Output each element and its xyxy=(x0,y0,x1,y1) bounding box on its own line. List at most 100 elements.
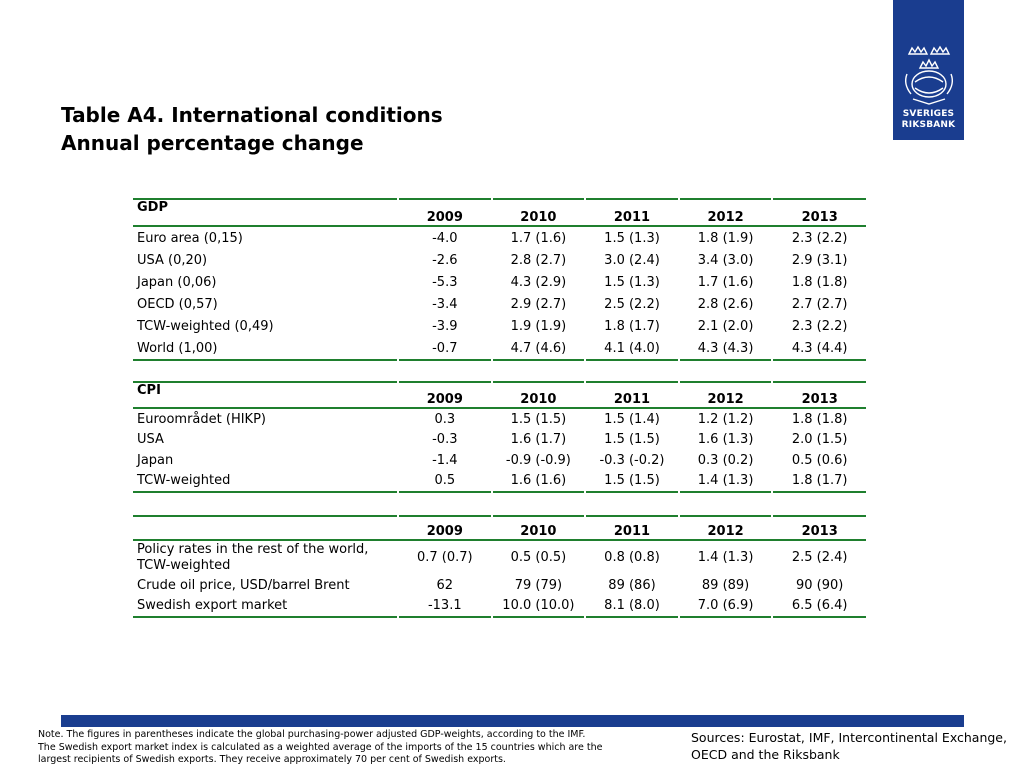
other-indicators-table: 2009 2010 2011 2012 2013 Policy rates in… xyxy=(133,515,866,618)
table-cell: 0.5 xyxy=(397,470,492,492)
table-cell: 1.8 (1.9) xyxy=(677,226,773,249)
table-cell: 6.5 (6.4) xyxy=(771,595,866,617)
table-cell: 10.0 (10.0) xyxy=(490,595,586,617)
table-cell: 1.5 (1.4) xyxy=(584,408,679,430)
title-line-2: Annual percentage change xyxy=(61,131,364,155)
table-cell: 0.5 (0.6) xyxy=(771,450,866,471)
table-cell: 79 (79) xyxy=(490,575,586,596)
page-title: Table A4. International conditions Annua… xyxy=(61,101,443,157)
row-label: Euro area (0,15) xyxy=(137,230,243,246)
gdp-year-header: 2011 xyxy=(584,199,679,227)
table-cell: -4.0 xyxy=(397,226,492,249)
table-cell: 4.1 (4.0) xyxy=(584,337,679,360)
table-row: World (1,00) -0.7 4.7 (4.6) 4.1 (4.0) 4.… xyxy=(133,337,866,360)
table-row: OECD (0,57) -3.4 2.9 (2.7) 2.5 (2.2) 2.8… xyxy=(133,293,866,315)
table-cell: 2.8 (2.7) xyxy=(490,249,586,271)
table-cell: 1.5 (1.5) xyxy=(490,408,586,430)
cpi-year-header: 2009 xyxy=(397,382,492,409)
table-cell: 1.9 (1.9) xyxy=(490,315,586,337)
row-label: USA (0,20) xyxy=(137,252,208,268)
row-label: Swedish export market xyxy=(137,598,288,614)
other-year-header: 2012 xyxy=(677,516,773,541)
table-cell: 2.1 (2.0) xyxy=(677,315,773,337)
other-heading xyxy=(133,516,398,541)
table-cell: 1.6 (1.7) xyxy=(490,429,586,450)
cpi-table: CPI 2009 2010 2011 2012 2013 Euroområdet… xyxy=(133,381,866,493)
table-cell: 2.5 (2.4) xyxy=(771,540,866,575)
footer-bar xyxy=(61,715,964,727)
table-cell: 3.0 (2.4) xyxy=(584,249,679,271)
table-row: Euroområdet (HIKP) 0.3 1.5 (1.5) 1.5 (1.… xyxy=(133,408,866,430)
other-year-header: 2010 xyxy=(490,516,586,541)
table-cell: 1.7 (1.6) xyxy=(490,226,586,249)
row-label: Crude oil price, USD/barrel Brent xyxy=(137,577,350,593)
cpi-heading: CPI xyxy=(133,382,398,409)
table-row: Japan (0,06) -5.3 4.3 (2.9) 1.5 (1.3) 1.… xyxy=(133,271,866,293)
gdp-year-header: 2012 xyxy=(677,199,773,227)
table-row: USA -0.3 1.6 (1.7) 1.5 (1.5) 1.6 (1.3) 2… xyxy=(133,429,866,450)
table-cell: 0.7 (0.7) xyxy=(397,540,492,575)
table-cell: 2.3 (2.2) xyxy=(771,226,866,249)
table-cell: 2.9 (2.7) xyxy=(490,293,586,315)
table-cell: -3.9 xyxy=(397,315,492,337)
table-cell: 0.5 (0.5) xyxy=(490,540,586,575)
gdp-year-header: 2013 xyxy=(771,199,866,227)
table-cell: 4.3 (2.9) xyxy=(490,271,586,293)
table-cell: 4.3 (4.3) xyxy=(677,337,773,360)
row-label: TCW-weighted (0,49) xyxy=(137,318,274,334)
table-cell: 8.1 (8.0) xyxy=(584,595,679,617)
table-row: Euro area (0,15) -4.0 1.7 (1.6) 1.5 (1.3… xyxy=(133,226,866,249)
table-cell: -0.3 xyxy=(397,429,492,450)
gdp-year-header: 2010 xyxy=(490,199,586,227)
riksbank-logo: SVERIGES RIKSBANK xyxy=(893,0,964,140)
table-cell: 2.7 (2.7) xyxy=(771,293,866,315)
table-cell: 1.8 (1.8) xyxy=(771,408,866,430)
table-cell: 1.8 (1.7) xyxy=(584,315,679,337)
table-cell: 1.5 (1.3) xyxy=(584,226,679,249)
footnote-line: Note. The figures in parentheses indicat… xyxy=(38,729,586,740)
table-cell: 1.5 (1.5) xyxy=(584,429,679,450)
gdp-heading: GDP xyxy=(133,199,398,227)
logo-text-sveriges: SVERIGES xyxy=(902,109,955,119)
gdp-header-row: GDP 2009 2010 2011 2012 2013 xyxy=(133,199,866,227)
table-cell: 1.8 (1.8) xyxy=(771,271,866,293)
table-cell: 4.7 (4.6) xyxy=(490,337,586,360)
table-cell: 89 (89) xyxy=(677,575,773,596)
row-label: Japan (0,06) xyxy=(137,274,217,290)
table-cell: 0.3 xyxy=(397,408,492,430)
row-label: Euroområdet (HIKP) xyxy=(137,411,266,427)
table-cell: 1.7 (1.6) xyxy=(677,271,773,293)
table-row: Swedish export market -13.1 10.0 (10.0) … xyxy=(133,595,866,617)
table-cell: 2.8 (2.6) xyxy=(677,293,773,315)
table-cell: 1.8 (1.7) xyxy=(771,470,866,492)
sources-line: OECD and the Riksbank xyxy=(691,747,840,762)
table-cell: 2.9 (3.1) xyxy=(771,249,866,271)
table-row: USA (0,20) -2.6 2.8 (2.7) 3.0 (2.4) 3.4 … xyxy=(133,249,866,271)
sources-note: Sources: Eurostat, IMF, Intercontinental… xyxy=(691,729,1021,763)
table-cell: 89 (86) xyxy=(584,575,679,596)
footnote-line: The Swedish export market index is calcu… xyxy=(38,741,603,753)
sources-line: Sources: Eurostat, IMF, Intercontinental… xyxy=(691,730,1007,745)
footnote-line: largest recipients of Swedish exports. T… xyxy=(38,754,506,766)
cpi-year-header: 2010 xyxy=(490,382,586,409)
other-year-header: 2013 xyxy=(771,516,866,541)
table-cell: 1.5 (1.5) xyxy=(584,470,679,492)
other-year-header: 2011 xyxy=(584,516,679,541)
footnote: Note. The figures in parentheses indicat… xyxy=(38,729,658,767)
table-cell: -2.6 xyxy=(397,249,492,271)
table-cell: 62 xyxy=(397,575,492,596)
table-cell: 2.5 (2.2) xyxy=(584,293,679,315)
row-label: TCW-weighted xyxy=(137,473,231,489)
table-cell: 1.5 (1.3) xyxy=(584,271,679,293)
table-cell: -0.7 xyxy=(397,337,492,360)
cpi-year-header: 2013 xyxy=(771,382,866,409)
table-row: TCW-weighted (0,49) -3.9 1.9 (1.9) 1.8 (… xyxy=(133,315,866,337)
row-label: Policy rates in the rest of the world, T… xyxy=(137,542,369,573)
other-header-row: 2009 2010 2011 2012 2013 xyxy=(133,516,866,541)
table-cell: 4.3 (4.4) xyxy=(771,337,866,360)
table-cell: 1.6 (1.3) xyxy=(677,429,773,450)
table-cell: 0.3 (0.2) xyxy=(677,450,773,471)
table-row: Japan -1.4 -0.9 (-0.9) -0.3 (-0.2) 0.3 (… xyxy=(133,450,866,471)
table-cell: 90 (90) xyxy=(771,575,866,596)
table-cell: 3.4 (3.0) xyxy=(677,249,773,271)
